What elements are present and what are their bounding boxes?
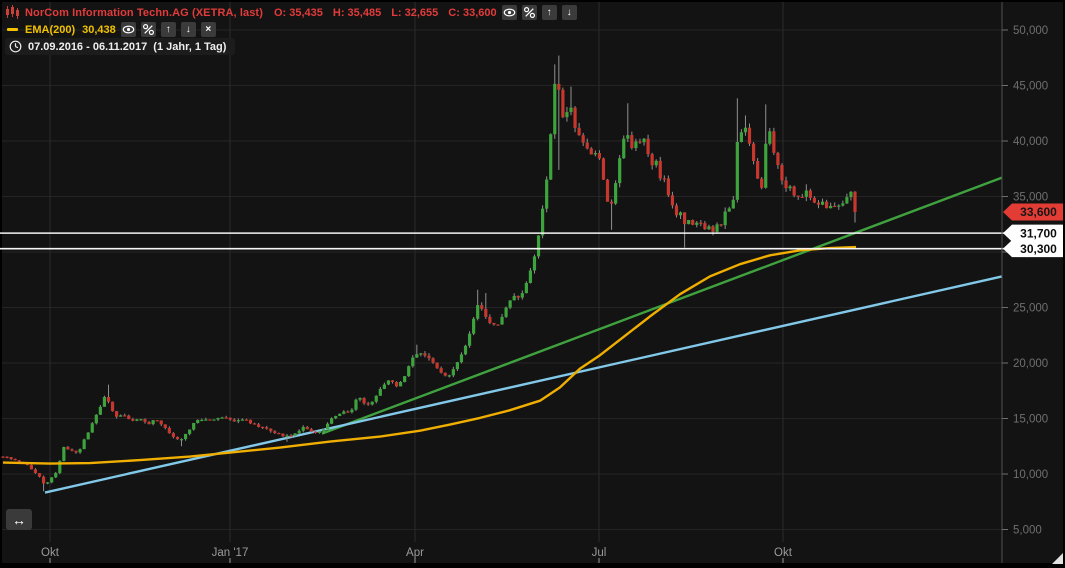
candlestick-icon	[5, 5, 20, 20]
support-trendline-blue[interactable]	[44, 275, 1003, 494]
resize-corner-handle[interactable]	[1051, 551, 1063, 564]
y-axis-label: 40,000	[1013, 136, 1048, 148]
level-price-badge[interactable]: 31,700	[1003, 224, 1063, 242]
low-value: L: 32,655	[391, 6, 439, 19]
candle-bodies	[1, 83, 857, 484]
y-axis-label: 25,000	[1013, 303, 1048, 315]
visibility-eye-icon[interactable]	[501, 5, 517, 20]
svg-text:33,600: 33,600	[1020, 205, 1057, 219]
x-axis-label: Jul	[592, 547, 607, 559]
close-value: C: 33,600	[448, 6, 497, 19]
move-up-icon[interactable]: ↑	[541, 5, 557, 20]
gridlines	[2, 2, 1002, 542]
y-axis-label: 35,000	[1013, 192, 1048, 204]
indicator-row: EMA(200) 30,438 ↑ ↓ ×	[5, 21, 577, 38]
ema-color-swatch	[7, 28, 18, 31]
chart-legend: NorCom Information Techn.AG (XETRA, last…	[5, 4, 577, 55]
y-axis-label: 15,000	[1013, 414, 1048, 426]
high-value: H: 35,485	[332, 6, 382, 19]
clock-icon	[9, 40, 22, 53]
move-up-icon[interactable]: ↑	[160, 22, 176, 37]
level-price-badge[interactable]: 30,300	[1003, 240, 1063, 258]
x-axis-label: Okt	[41, 547, 60, 559]
ohlc-values: O: 35,435 H: 35,485 L: 32,655 C: 33,600	[274, 7, 497, 19]
pan-horizontal-button[interactable]: ↔	[6, 509, 32, 530]
instrument-row: NorCom Information Techn.AG (XETRA, last…	[5, 4, 577, 21]
link-icon[interactable]	[521, 5, 537, 20]
date-range-pill: 07.09.2016 - 06.11.2017 (1 Jahr, 1 Tag)	[5, 38, 236, 55]
svg-text:31,700: 31,700	[1020, 226, 1057, 240]
y-axis-label: 45,000	[1013, 81, 1048, 93]
date-range-row: 07.09.2016 - 06.11.2017 (1 Jahr, 1 Tag)	[5, 38, 577, 55]
date-range-detail: (1 Jahr, 1 Tag)	[153, 40, 227, 53]
open-value: O: 35,435	[273, 6, 323, 19]
y-axis-label: 20,000	[1013, 358, 1048, 370]
y-axis-label: 10,000	[1013, 469, 1048, 481]
ema-value: 30,438	[82, 23, 116, 36]
ema-label[interactable]: EMA(200)	[25, 23, 76, 36]
move-down-icon[interactable]: ↓	[180, 22, 196, 37]
visibility-eye-icon[interactable]	[120, 22, 136, 37]
remove-indicator-icon[interactable]: ×	[200, 22, 216, 37]
y-axis-label: 50,000	[1013, 25, 1048, 37]
instrument-name[interactable]: NorCom Information Techn.AG (XETRA, last…	[25, 6, 263, 19]
last-price-badge[interactable]: 33,600	[1003, 203, 1063, 221]
date-range-text: 07.09.2016 - 06.11.2017	[28, 40, 148, 53]
y-axis-label: 5,000	[1013, 525, 1042, 537]
ema-line[interactable]	[2, 245, 857, 465]
x-axis-label: Okt	[774, 547, 793, 559]
x-axis-label: Apr	[406, 547, 424, 559]
x-axis-label: Jan '17	[212, 547, 249, 559]
link-icon[interactable]	[140, 22, 156, 37]
move-down-icon[interactable]: ↓	[561, 5, 577, 20]
support-trendline-green[interactable]	[321, 176, 1003, 435]
svg-text:30,300: 30,300	[1020, 242, 1057, 256]
